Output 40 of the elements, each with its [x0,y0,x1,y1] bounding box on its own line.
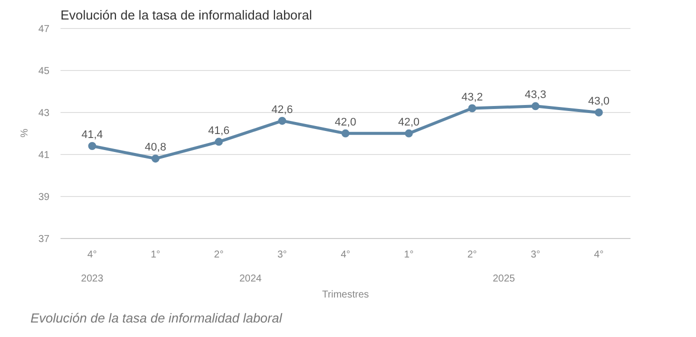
x-tick-label: 4° [594,250,604,260]
x-tick-label: 3° [277,250,287,260]
data-label: 43,2 [461,91,483,104]
x-tick-label: 2° [214,250,224,260]
y-tick-label: 47 [38,24,50,36]
x-tick-label: 1° [150,250,160,260]
point [468,104,476,112]
data-label: 42,0 [334,116,356,128]
x-tick-label: 3° [530,250,540,260]
point [278,116,286,125]
x-tick-label: 1° [404,250,414,260]
text: 2024 [239,274,262,284]
text: 2025 [492,274,516,284]
point [404,129,413,138]
point [88,142,96,150]
y-tick-label: 45 [38,66,50,77]
y-axis-title: % [19,128,30,138]
y-tick-label: 43 [38,108,50,119]
x-tick-label: 4° [87,250,97,260]
point [594,108,603,116]
text: 2023 [81,274,104,284]
y-tick-label: 41 [38,150,50,161]
x-axis-title: Trimestres [322,290,369,300]
y-tick-label: 37 [38,234,50,245]
point [532,102,540,110]
data-label: 41,4 [81,129,103,142]
text: Evolución de la tasa de informalidad laboral [30,310,284,326]
point [214,138,223,146]
data-label: 42,0 [398,116,420,128]
data-label: 43,3 [524,89,546,102]
data-label: 42,6 [271,104,293,116]
y-tick-label: 39 [38,192,50,203]
data-label: 40,8 [144,142,166,154]
point [152,154,160,163]
x-tick-label: 2° [467,250,477,260]
data-label: 41,6 [208,124,230,137]
point [342,129,350,138]
data-label: 43,0 [588,95,610,108]
x-tick-label: 4° [340,250,350,260]
chart-title: Evolución de la tasa de informalidad laboral [60,8,312,22]
